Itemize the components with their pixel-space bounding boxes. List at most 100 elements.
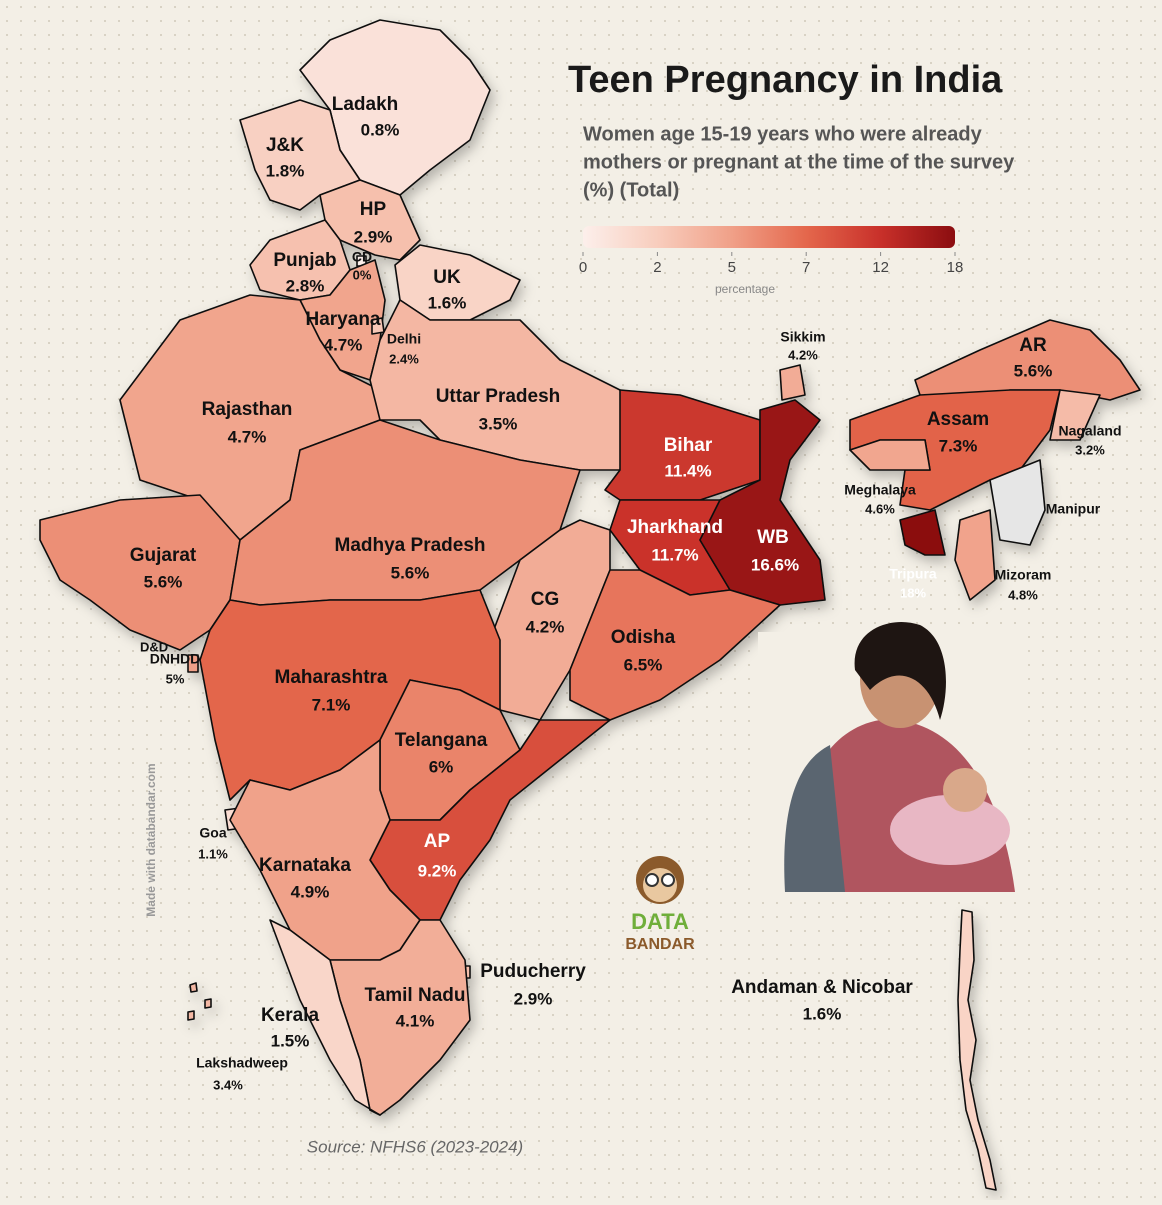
region-value: 6% [429, 757, 454, 776]
map [39, 19, 1141, 1191]
title: Teen Pregnancy in India [568, 59, 1003, 101]
region-name: Rajasthan [202, 399, 293, 420]
region [989, 459, 1046, 546]
region-name: Nagaland [1058, 423, 1121, 439]
region-name: Kerala [261, 1005, 320, 1026]
region-name: Lakshadweep [196, 1055, 288, 1071]
colorbar-tick-label: 12 [872, 259, 889, 276]
region-name: Andaman & Nicobar [731, 977, 913, 998]
colorbar-tick-label: 2 [653, 259, 661, 276]
region-name: Bihar [664, 435, 713, 456]
region-name: Punjab [273, 250, 336, 271]
region-name: Manipur [1046, 501, 1101, 517]
region-name: HP [360, 199, 387, 220]
region-name: Sikkim [780, 329, 825, 345]
region-name: AR [1019, 335, 1047, 356]
region-name: Odisha [611, 627, 676, 648]
photo [758, 622, 1020, 892]
region-value: 3.2% [1075, 442, 1105, 457]
region-value: 7.3% [939, 436, 978, 455]
colorbar-tick-label: 5 [728, 259, 736, 276]
region-name: Madhya Pradesh [335, 535, 486, 556]
region-value: 5.6% [144, 572, 183, 591]
annotation: D&D [140, 639, 168, 654]
region-name: Goa [199, 825, 226, 841]
labels: Ladakh 0.8% J&K 1.8% HP 2.9% Punjab 2.8% CD 0% UK 1… [130, 94, 1122, 1092]
region-value: 18% [900, 585, 926, 600]
region-value: 4.2% [788, 347, 818, 362]
region-value: 4.7% [324, 335, 363, 354]
region-name: Mizoram [995, 567, 1052, 583]
region-value: 1.5% [271, 1031, 310, 1050]
region-value: 3.4% [213, 1077, 243, 1092]
region-value: 2.4% [389, 351, 419, 366]
region-name: Telangana [395, 730, 488, 751]
region-name: Delhi [387, 331, 421, 347]
colorbar-label: percentage [715, 282, 775, 296]
region-name: UK [433, 267, 461, 288]
region-name: Jharkhand [627, 517, 723, 538]
region-name: Karnataka [259, 855, 351, 876]
region-name: AP [424, 831, 451, 852]
region-value: 2.8% [286, 276, 325, 295]
region-value: 11.7% [651, 545, 698, 564]
region [1049, 389, 1101, 441]
region-value: 4.6% [865, 501, 895, 516]
region-value: 9.2% [418, 861, 457, 880]
region [39, 494, 241, 651]
credit: Made with databandar.com [144, 763, 158, 916]
region [269, 919, 381, 1116]
colorbar [583, 226, 955, 248]
region-name: Haryana [306, 309, 381, 330]
region-value: 4.9% [291, 882, 330, 901]
logo-text: DATA [631, 909, 689, 934]
logo: DATA BANDAR [625, 856, 695, 953]
source: Source: NFHS6 (2023-2024) [307, 1137, 523, 1156]
region-value: 0.8% [361, 120, 400, 139]
region-value: 4.7% [228, 427, 267, 446]
region-name: Puducherry [480, 961, 586, 982]
region-value: 2.9% [514, 989, 553, 1008]
region [899, 509, 946, 556]
region-name: Maharashtra [275, 667, 388, 688]
region-name: Assam [927, 409, 989, 430]
region-name: Tamil Nadu [365, 985, 466, 1006]
region-value: 0% [353, 267, 372, 282]
region [187, 982, 212, 1021]
region [954, 509, 996, 601]
region [187, 654, 199, 673]
logo-text: BANDAR [625, 936, 695, 953]
legend: 0 2 5 7 12 18 [579, 252, 964, 276]
subtitle: (%) (Total) [583, 179, 679, 201]
region [779, 364, 806, 401]
subtitle: Women age 15-19 years who were already [583, 123, 983, 145]
region [849, 439, 931, 471]
region-name: Tripura [889, 566, 937, 582]
region-value: 5% [166, 671, 185, 686]
colorbar-tick-label: 18 [947, 259, 964, 276]
region-value: 1.1% [198, 846, 228, 861]
region-value: 4.8% [1008, 587, 1038, 602]
region-name: WB [757, 527, 789, 548]
region-value: 4.1% [396, 1011, 435, 1030]
region-name: Gujarat [130, 545, 197, 566]
region [957, 909, 997, 1191]
region-name: CD [352, 249, 372, 265]
region-name: Uttar Pradesh [436, 386, 561, 407]
region-value: 16.6% [751, 555, 799, 574]
region-value: 1.8% [266, 161, 305, 180]
colorbar-tick-label: 0 [579, 259, 587, 276]
region-value: 4.2% [526, 617, 565, 636]
colorbar-tick-label: 7 [802, 259, 810, 276]
region-name: Meghalaya [844, 482, 916, 498]
region-value: 7.1% [312, 695, 351, 714]
region [699, 399, 826, 606]
region-value: 6.5% [624, 655, 663, 674]
region-value: 1.6% [803, 1004, 842, 1023]
region-value: 5.6% [391, 563, 430, 582]
subtitle: mothers or pregnant at the time of the s… [583, 151, 1015, 173]
region-value: 5.6% [1014, 361, 1053, 380]
region-name: J&K [266, 135, 304, 156]
region-value: 2.9% [354, 227, 393, 246]
